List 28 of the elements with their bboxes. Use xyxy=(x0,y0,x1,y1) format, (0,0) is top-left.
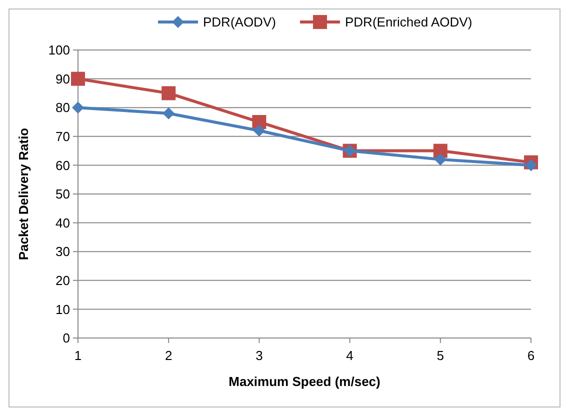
y-tick-label: 30 xyxy=(56,244,70,260)
x-tick-label: 5 xyxy=(436,348,444,363)
y-tick-label: 70 xyxy=(56,128,70,144)
x-axis-title: Maximum Speed (m/sec) xyxy=(228,374,380,389)
y-tick-label: 100 xyxy=(48,42,70,58)
y-axis-title: Packet Delivery Ratio xyxy=(16,128,31,260)
point xyxy=(71,72,85,86)
point xyxy=(434,153,446,166)
point xyxy=(525,159,537,172)
x-tick-label: 1 xyxy=(74,348,82,363)
point xyxy=(162,86,176,100)
y-tick-label: 10 xyxy=(56,302,70,317)
legend-label: PDR(AODV) xyxy=(203,14,276,30)
y-tick-label: 20 xyxy=(56,272,70,288)
y-tick-label: 60 xyxy=(56,158,70,173)
y-tick-label: 90 xyxy=(56,71,70,86)
y-tick-label: 50 xyxy=(56,186,70,202)
point xyxy=(253,124,266,137)
x-tick-label: 4 xyxy=(346,348,354,363)
x-tick-label: 6 xyxy=(527,348,535,363)
point xyxy=(72,102,84,114)
legend-label: PDR(Enriched AODV) xyxy=(345,14,472,30)
point xyxy=(162,107,175,120)
y-tick-label: 80 xyxy=(56,100,70,116)
y-tick-label: 40 xyxy=(56,215,70,230)
x-tick-label: 3 xyxy=(256,348,263,363)
y-tick-label: 0 xyxy=(62,330,70,346)
x-tick-label: 2 xyxy=(164,348,172,363)
